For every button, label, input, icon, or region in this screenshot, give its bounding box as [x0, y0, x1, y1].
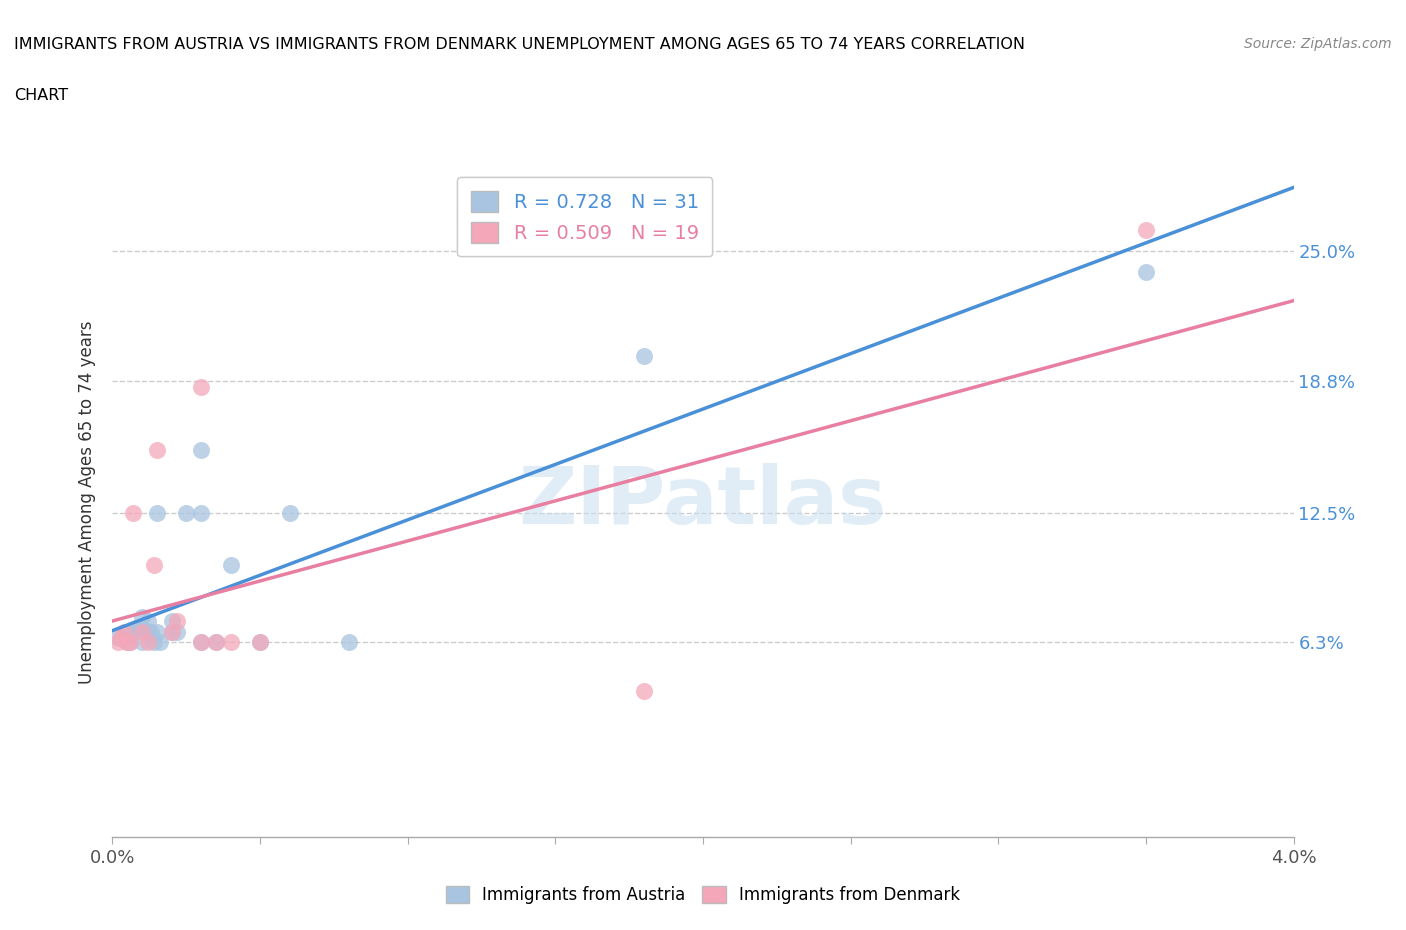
Point — [166, 625, 188, 640]
Point — [107, 635, 129, 650]
Point — [112, 625, 135, 640]
Point — [149, 635, 172, 650]
Point — [205, 635, 228, 650]
Point — [146, 625, 169, 640]
Point — [633, 349, 655, 364]
Point — [160, 625, 183, 640]
Point — [117, 635, 138, 650]
Text: CHART: CHART — [14, 88, 67, 103]
Point — [146, 505, 169, 520]
Point — [219, 557, 242, 572]
Point — [190, 379, 212, 394]
Point — [131, 610, 153, 625]
Point — [1135, 222, 1157, 237]
Point — [120, 635, 142, 650]
Point — [136, 635, 159, 650]
Point — [633, 683, 655, 698]
Point — [190, 505, 212, 520]
Point — [166, 614, 188, 629]
Point — [205, 635, 228, 650]
Point — [142, 557, 165, 572]
Point — [117, 625, 138, 640]
Point — [110, 631, 132, 645]
Point — [122, 625, 145, 640]
Point — [131, 625, 153, 640]
Point — [337, 635, 360, 650]
Point — [120, 635, 142, 650]
Point — [278, 505, 301, 520]
Text: ZIPatlas: ZIPatlas — [519, 463, 887, 541]
Text: IMMIGRANTS FROM AUSTRIA VS IMMIGRANTS FROM DENMARK UNEMPLOYMENT AMONG AGES 65 TO: IMMIGRANTS FROM AUSTRIA VS IMMIGRANTS FR… — [14, 37, 1025, 52]
Point — [131, 635, 153, 650]
Point — [190, 443, 212, 458]
Point — [174, 505, 197, 520]
Point — [136, 625, 159, 640]
Point — [190, 635, 212, 650]
Point — [160, 625, 183, 640]
Point — [146, 443, 169, 458]
Point — [160, 614, 183, 629]
Point — [131, 620, 153, 635]
Point — [142, 635, 165, 650]
Legend: R = 0.728   N = 31, R = 0.509   N = 19: R = 0.728 N = 31, R = 0.509 N = 19 — [457, 177, 713, 257]
Point — [122, 505, 145, 520]
Point — [125, 620, 148, 635]
Point — [249, 635, 271, 650]
Text: Source: ZipAtlas.com: Source: ZipAtlas.com — [1244, 37, 1392, 51]
Y-axis label: Unemployment Among Ages 65 to 74 years: Unemployment Among Ages 65 to 74 years — [77, 321, 96, 684]
Point — [249, 635, 271, 650]
Point — [1135, 264, 1157, 279]
Point — [190, 635, 212, 650]
Point — [110, 631, 132, 645]
Point — [219, 635, 242, 650]
Point — [139, 625, 162, 640]
Point — [136, 614, 159, 629]
Legend: Immigrants from Austria, Immigrants from Denmark: Immigrants from Austria, Immigrants from… — [437, 878, 969, 912]
Point — [107, 631, 129, 645]
Point — [117, 635, 138, 650]
